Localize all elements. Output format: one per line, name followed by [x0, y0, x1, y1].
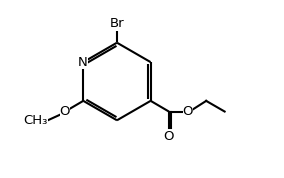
Text: O: O — [60, 105, 70, 118]
Text: Br: Br — [110, 17, 124, 30]
Text: O: O — [164, 130, 174, 143]
Text: O: O — [183, 105, 193, 118]
Text: N: N — [78, 56, 88, 69]
Text: CH₃: CH₃ — [23, 114, 47, 127]
